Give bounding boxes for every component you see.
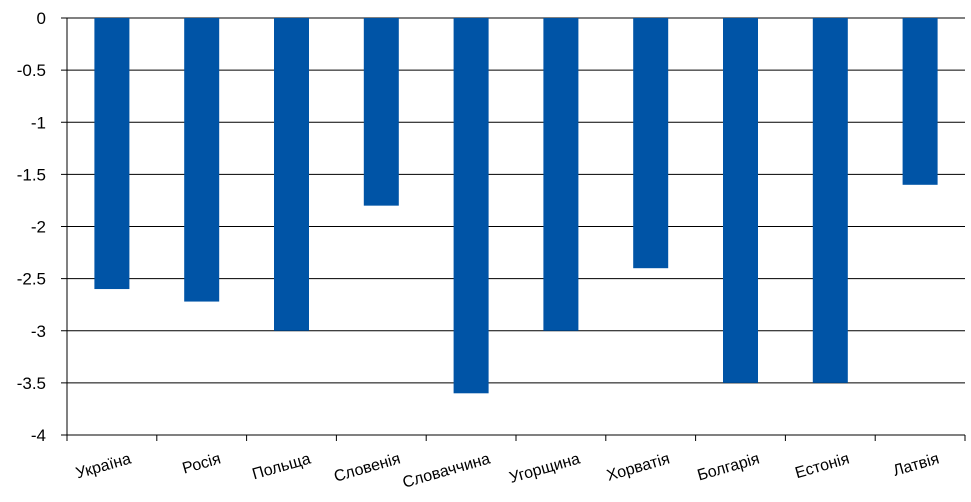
y-tick-label: -1 bbox=[31, 113, 46, 132]
bar bbox=[723, 18, 758, 383]
x-tick-label: Словаччина bbox=[401, 450, 492, 491]
x-tick-label: Хорватія bbox=[605, 451, 672, 485]
y-tick-label: -4 bbox=[31, 426, 46, 445]
y-tick-label: 0 bbox=[37, 9, 46, 28]
x-tick-label: Росія bbox=[181, 451, 223, 478]
y-tick-label: -3.5 bbox=[17, 374, 46, 393]
x-tick-label: Україна bbox=[74, 450, 133, 482]
y-tick-label: -2.5 bbox=[17, 270, 46, 289]
bar bbox=[274, 18, 309, 331]
bar bbox=[902, 18, 938, 185]
x-tick-label: Угорщина bbox=[508, 450, 583, 486]
bars bbox=[94, 18, 938, 394]
x-tick-label: Болгарія bbox=[696, 451, 762, 485]
x-tick-label: Польща bbox=[250, 450, 312, 483]
bar bbox=[363, 18, 399, 206]
bar bbox=[543, 18, 579, 331]
axes bbox=[61, 17, 966, 441]
bar bbox=[94, 18, 130, 290]
x-tick-label: Естонія bbox=[793, 451, 851, 483]
bar bbox=[453, 18, 489, 394]
y-tick-label: -3 bbox=[31, 322, 46, 341]
y-tick-labels: 0 -0.5 -1 -1.5 -2 -2.5 -3 -3.5 -4 bbox=[17, 9, 46, 445]
y-tick-label: -1.5 bbox=[17, 165, 46, 184]
bar bbox=[633, 18, 669, 269]
y-tick-label: -0.5 bbox=[17, 61, 46, 80]
bar bbox=[184, 18, 220, 302]
x-tick-label: Словенія bbox=[332, 451, 402, 486]
y-tick-label: -2 bbox=[31, 218, 46, 237]
x-tick-label: Латвія bbox=[891, 451, 941, 480]
bar bbox=[812, 18, 848, 383]
